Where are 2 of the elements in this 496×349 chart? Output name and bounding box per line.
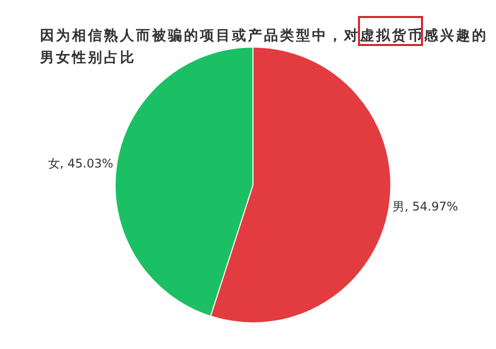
- slice-label: 男, 54.97%: [392, 200, 458, 214]
- slice-label: 女, 45.03%: [48, 156, 114, 170]
